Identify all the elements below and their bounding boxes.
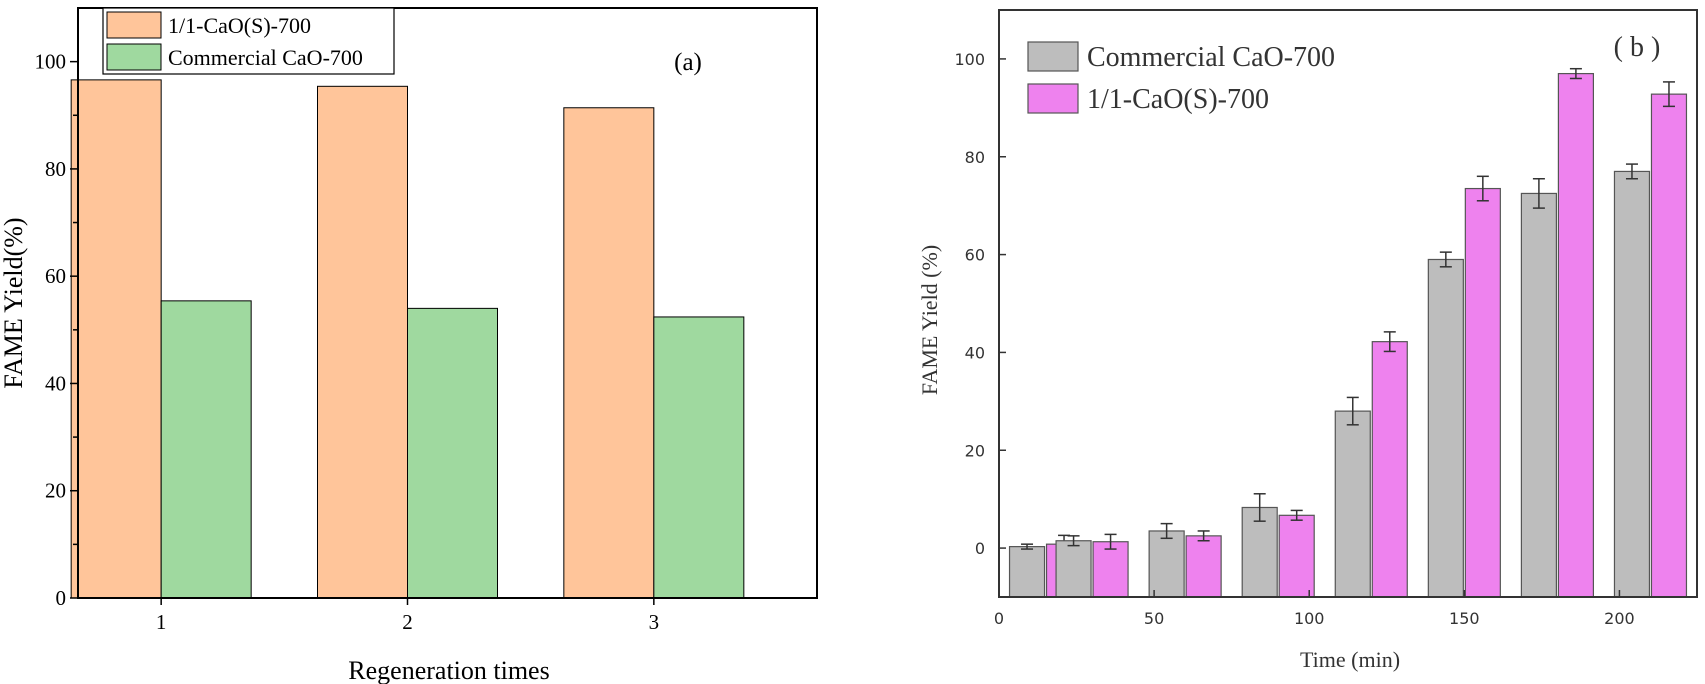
chart-b-y-tick-label-2: 40 [965,343,985,362]
chart-b-x-tick-label-4: 200 [1604,609,1635,628]
chart-a-bar-s1-0 [160,300,252,599]
chart-a-bar-s0-0 [70,79,162,599]
chart-b-bar-s1-4 [1371,341,1408,598]
chart-b-y-tick-label-0: 0 [975,539,985,558]
chart-a-x-tick-label-2: 3 [649,610,660,634]
chart-b-y-tick-label-3: 60 [965,246,985,265]
chart-a-legend-swatch-0 [106,11,162,39]
chart-b-bar-s0-0 [1008,546,1046,598]
chart-a-x-tick-label-0: 1 [156,610,167,634]
chart-b-y-tick-label-1: 20 [965,441,985,460]
chart-b-bar-s1-7 [1650,93,1688,598]
chart-b-bar-s0-7 [1613,170,1651,598]
chart-b-legend-swatch-0 [1027,41,1079,72]
chart-a-bar-s1-2 [653,316,745,599]
chart-b-plot-frame [998,9,1698,598]
chart-a-y-axis-label: FAME Yield(%) [0,217,28,388]
chart-a-legend: 1/1-CaO(S)-700 Commercial CaO-700 [102,7,395,75]
chart-b-x-tick-label-3: 150 [1449,609,1480,628]
chart-b-legend-label-0: Commercial CaO-700 [1087,42,1335,73]
chart-b-x-tick-label-1: 50 [1144,609,1164,628]
chart-a-bar-s0-1 [317,85,408,599]
chart-a-x-axis-label: Regeneration times [348,656,549,684]
chart-b-panel-label: ( b ) [1614,32,1661,63]
chart-b-bar-s0-3 [1241,506,1278,598]
chart-b-bar-s0-1 [1055,540,1092,598]
chart-b-legend-swatch-1 [1027,83,1079,114]
chart-a-y-tick-label-2: 40 [45,371,66,395]
chart-b-ticks: 0 50 100 150 200 0 20 40 60 80 100 [954,50,1634,628]
chart-a-ticks: 1 2 3 0 20 40 60 80 100 [35,50,660,634]
chart-b-bar-s0-5 [1427,258,1464,598]
chart-a-y-tick-label-1: 20 [45,479,66,503]
chart-a-bars [70,79,745,599]
chart-b-bar-s1-6 [1557,72,1595,598]
chart-b-y-tick-label-5: 100 [954,50,985,69]
chart-a-y-tick-label-4: 80 [45,157,66,181]
chart-a-legend-label-0: 1/1-CaO(S)-700 [168,13,311,38]
chart-b-x-tick-label-0: 0 [994,609,1004,628]
chart-b: 0 50 100 150 200 0 20 40 60 80 100 ( b ) Time (min… [917,9,1698,672]
chart-b-x-axis-label: Time (min) [1300,647,1400,672]
chart-a-y-tick-label-3: 60 [45,264,66,288]
chart-a-y-tick-label-5: 100 [35,50,67,74]
chart-b-legend-label-1: 1/1-CaO(S)-700 [1087,84,1269,115]
chart-b-bar-s0-6 [1520,192,1558,598]
chart-b-bars [1008,67,1688,598]
chart-b-legend: Commercial CaO-700 1/1-CaO(S)-700 [1027,41,1335,115]
chart-b-bar-s0-4 [1334,410,1371,598]
chart-a-bar-s0-2 [563,107,655,599]
chart-b-bar-s1-2 [1185,535,1222,598]
chart-b-bar-s1-1 [1092,541,1129,598]
chart-a-y-tick-label-0: 0 [56,586,67,610]
chart-a-bar-s1-1 [407,307,498,599]
chart-a-panel-label: (a) [674,49,702,76]
chart-a: 1 2 3 0 20 40 60 80 100 (a) Regeneration times F… [0,7,818,684]
chart-a-legend-label-1: Commercial CaO-700 [168,45,363,70]
chart-b-x-tick-label-2: 100 [1294,609,1325,628]
chart-a-legend-swatch-1 [106,43,162,71]
chart-b-bar-s1-5 [1464,187,1501,598]
chart-b-bar-s1-3 [1278,514,1315,598]
chart-b-y-axis-label: FAME Yield (%) [917,245,942,395]
chart-b-y-tick-label-4: 80 [965,148,985,167]
chart-a-x-tick-label-1: 2 [402,610,413,634]
chart-b-bar-s0-2 [1148,530,1185,598]
chart-a-plot-frame [77,7,818,599]
